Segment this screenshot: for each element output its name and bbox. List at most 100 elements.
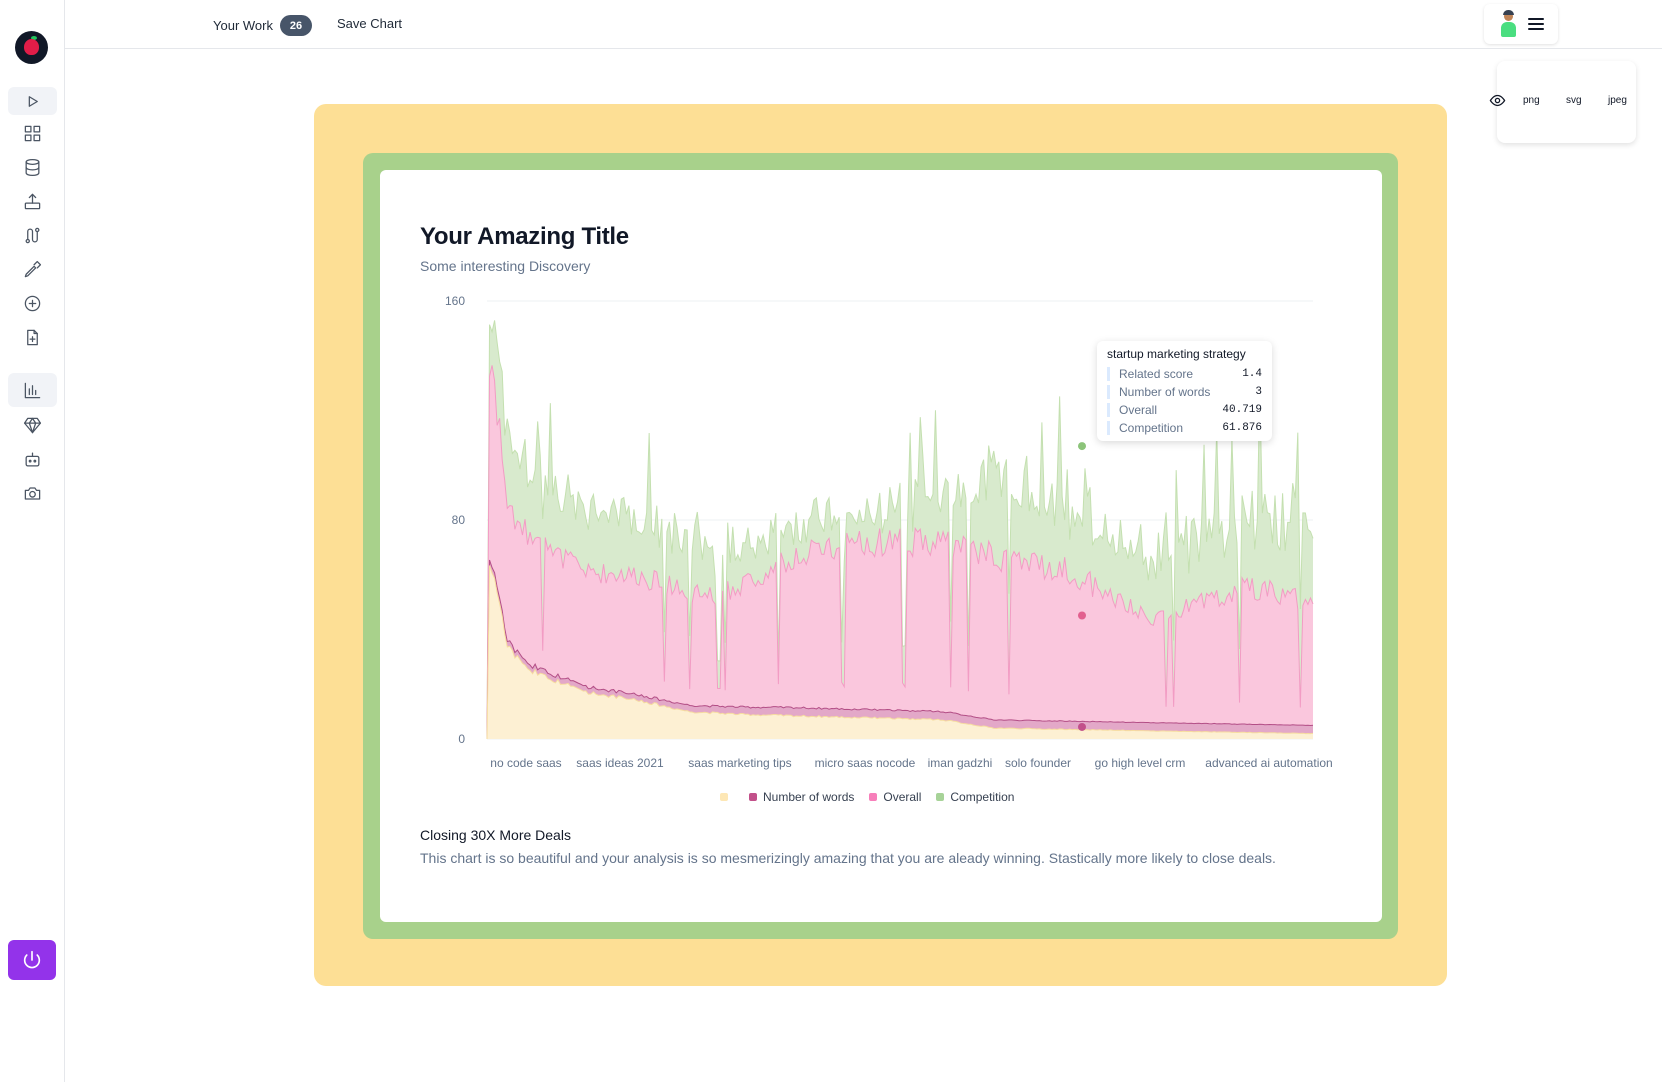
sidebar-item-database[interactable] (8, 153, 57, 181)
avatar[interactable] (1498, 10, 1518, 38)
legend-item-related-score[interactable] (720, 793, 734, 801)
y-tick-label: 0 (458, 732, 465, 746)
gem-icon (23, 417, 42, 433)
x-tick-label: advanced ai automation (1205, 756, 1332, 770)
camera-icon (24, 486, 41, 500)
legend-item-number-of-words[interactable]: Number of words (749, 790, 854, 804)
sidebar-item-upload[interactable] (8, 187, 57, 215)
tooltip-row-competition: Competition 61.876 (1107, 419, 1262, 437)
your-work-count-badge: 26 (279, 15, 312, 36)
chart-ticks: no code saas saas ideas 2021 saas marketin… (490, 756, 1332, 770)
sidebar-item-route[interactable] (8, 221, 57, 249)
user-menu[interactable] (1484, 4, 1558, 44)
bar-chart-icon (24, 382, 41, 398)
power-icon (23, 950, 41, 969)
sidebar-item-gem[interactable] (8, 411, 57, 439)
tooltip-value: 40.719 (1222, 404, 1262, 416)
your-work-tab[interactable]: Your Work 26 (213, 15, 312, 36)
chart-subtitle: Some interesting Discovery (420, 258, 591, 274)
area-number-of-words-line (486, 559, 1314, 740)
bot-icon (25, 452, 40, 466)
export-png-button[interactable]: png (1523, 95, 1540, 106)
legend-swatch (749, 793, 757, 801)
x-tick-label: go high level crm (1095, 756, 1186, 770)
plus-circle-icon (24, 295, 41, 311)
x-tick-label: micro saas nocode (815, 756, 916, 770)
top-bar: Your Work 26 Save Chart (65, 0, 1662, 49)
tooltip-label: Related score (1107, 367, 1193, 381)
pipette-icon (24, 260, 42, 277)
legend-swatch (869, 793, 878, 801)
sidebar-item-play[interactable] (8, 87, 57, 115)
database-icon (25, 158, 40, 176)
export-svg-button[interactable]: svg (1566, 95, 1582, 106)
avatar-body (1501, 22, 1516, 37)
sidebar-item-bot[interactable] (8, 445, 57, 473)
chart-note-body: This chart is so beautiful and your anal… (420, 850, 1276, 866)
chart-legend: Number of words Overall Competition (720, 789, 1029, 805)
route-icon (25, 227, 40, 243)
tooltip-label: Number of words (1107, 385, 1210, 399)
x-tick-label: iman gadzhi (928, 756, 993, 770)
export-jpeg-button[interactable]: jpeg (1608, 95, 1627, 106)
save-chart-label: Save Chart (337, 16, 403, 31)
point-overall (1078, 611, 1086, 620)
sidebar-item-add[interactable] (8, 289, 57, 317)
hamburger-menu-icon[interactable] (1528, 18, 1544, 30)
x-tick-label: no code saas (490, 756, 561, 770)
legend-label: Overall (883, 790, 922, 804)
legend-label: Competition (950, 790, 1015, 804)
file-plus-icon (27, 329, 38, 345)
sidebar-item-pipette[interactable] (8, 255, 57, 283)
tooltip-label: Overall (1107, 403, 1157, 417)
legend-swatch (720, 793, 728, 801)
legend-item-competition[interactable]: Competition (936, 790, 1014, 804)
tooltip-title: startup marketing strategy (1107, 347, 1246, 361)
tooltip-row-overall: Overall 40.719 (1107, 401, 1262, 419)
legend-item-overall[interactable]: Overall (869, 790, 921, 804)
sidebar-item-charts[interactable] (8, 373, 57, 407)
y-tick-label: 80 (452, 513, 466, 527)
play-icon (28, 95, 38, 107)
legend-swatch (936, 793, 945, 801)
your-work-label: Your Work (213, 18, 273, 33)
chart-title: Your Amazing Title (420, 223, 629, 250)
power-button[interactable] (8, 940, 56, 980)
tooltip-row-number-of-words: Number of words 3 (1107, 383, 1262, 401)
export-panel (1497, 61, 1636, 143)
app-logo[interactable] (15, 31, 48, 64)
chart-tooltip: startup marketing strategy Related score… (1097, 341, 1272, 441)
chart-note-title: Closing 30X More Deals (420, 827, 571, 843)
tooltip-value: 61.876 (1222, 422, 1262, 434)
sidebar-item-new-file[interactable] (8, 323, 57, 351)
x-tick-label: saas ideas 2021 (576, 756, 664, 770)
legend-label: Number of words (763, 790, 855, 804)
point-competition (1078, 442, 1086, 451)
point-number-of-words (1078, 722, 1086, 731)
sidebar (0, 0, 65, 1082)
sidebar-item-camera[interactable] (8, 479, 57, 507)
tooltip-value: 1.4 (1242, 368, 1262, 380)
dashboard-icon (24, 125, 41, 141)
sidebar-item-dashboard[interactable] (8, 119, 57, 147)
area-related-score (487, 565, 1313, 739)
area-related-score-line (486, 565, 1314, 740)
chart-points (1078, 442, 1086, 731)
x-tick-label: solo founder (1005, 756, 1071, 770)
upload-icon (24, 193, 41, 209)
preview-eye-icon[interactable] (1489, 92, 1506, 109)
chart-areas (486, 320, 1314, 740)
x-tick-label: saas marketing tips (688, 756, 791, 770)
avatar-hair (1503, 10, 1514, 15)
logo-leaf (31, 36, 37, 40)
logo-apple (24, 39, 39, 55)
y-tick-label: 160 (445, 294, 465, 308)
tooltip-value: 3 (1255, 386, 1262, 398)
area-overall-line (486, 365, 1314, 740)
avatar-head (1504, 12, 1513, 21)
save-chart-button[interactable]: Save Chart (337, 16, 402, 31)
tooltip-row-related-score: Related score 1.4 (1107, 365, 1262, 383)
tooltip-label: Competition (1107, 421, 1183, 435)
area-competition-line (486, 320, 1314, 740)
